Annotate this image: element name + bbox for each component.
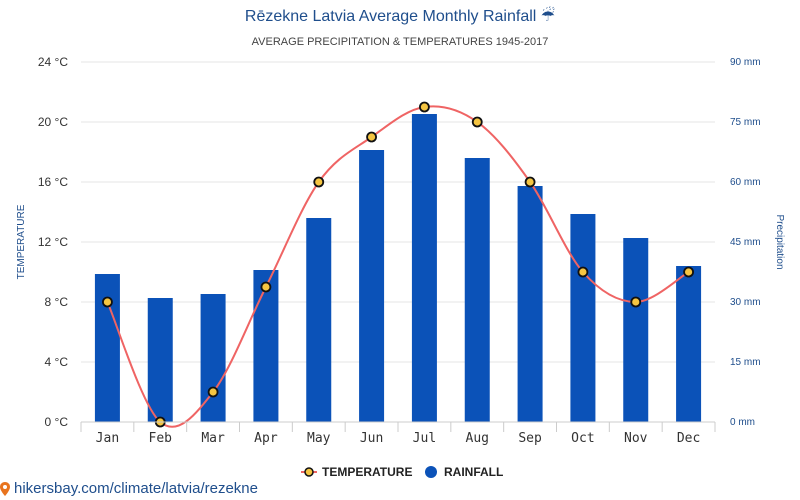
y2-tick-label: 45 mm xyxy=(730,237,761,248)
rainfall-bar xyxy=(94,274,120,422)
x-tick-label: May xyxy=(307,431,331,446)
x-tick-label: Oct xyxy=(571,431,594,446)
y2-tick-label: 90 mm xyxy=(730,57,761,68)
rainfall-bar xyxy=(147,298,173,422)
temperature-point xyxy=(207,386,219,398)
y-axis-label: TEMPERATURE xyxy=(16,204,27,279)
x-tick-label: Dec xyxy=(677,431,700,446)
x-tick-label: Apr xyxy=(254,431,278,446)
y-tick-label: 4 °C xyxy=(45,355,69,369)
temperature-legend-icon xyxy=(301,467,317,477)
rainfall-bar xyxy=(623,238,649,422)
grid-lines xyxy=(81,61,715,423)
temperature-line-layer xyxy=(102,101,694,428)
y-tick-label: 8 °C xyxy=(45,295,69,309)
temperature-point xyxy=(366,131,377,143)
y2-tick-label: 0 mm xyxy=(730,417,755,428)
rainfall-bar xyxy=(570,214,596,422)
legend-rainfall-label: RAINFALL xyxy=(444,465,504,479)
y2-tick-label: 75 mm xyxy=(730,117,761,128)
chart-legend: TEMPERATURE RAINFALL xyxy=(300,464,520,480)
temperature-point xyxy=(524,176,536,188)
rainfall-bar xyxy=(676,266,702,422)
y-tick-label: 12 °C xyxy=(38,235,68,249)
legend-temperature-label: TEMPERATURE xyxy=(322,465,413,479)
rainfall-bars xyxy=(94,114,702,422)
y-tick-label: 0 °C xyxy=(45,415,69,429)
rainfall-bar xyxy=(306,218,332,422)
axes: 0 °C 0 mm 4 °C 15 mm 8 °C 30 mm 12 °C 45 mm 16 °… xyxy=(38,55,761,446)
rainfall-bar xyxy=(464,158,490,422)
y-tick-label: 24 °C xyxy=(38,55,68,69)
temperature-point xyxy=(260,281,272,293)
x-tick-label: Nov xyxy=(624,431,648,446)
temperature-point xyxy=(102,296,113,308)
x-tick-label: Jul xyxy=(413,431,436,446)
rainfall-bar xyxy=(359,150,385,422)
chart-subtitle: AVERAGE PRECIPITATION & TEMPERATURES 194… xyxy=(251,36,549,48)
x-tick-label: Jan xyxy=(96,431,119,446)
source-link[interactable]: hikersbay.com/climate/latvia/rezekne xyxy=(14,480,258,497)
temperature-point xyxy=(630,296,642,308)
x-tick-label: Jun xyxy=(360,431,383,446)
temperature-point xyxy=(419,101,430,113)
y-tick-label: 16 °C xyxy=(38,175,68,189)
y2-axis-label: Precipitation xyxy=(774,214,785,269)
y2-tick-label: 30 mm xyxy=(730,297,761,308)
x-tick-label: Feb xyxy=(149,431,173,446)
y-tick-label: 20 °C xyxy=(38,115,68,129)
chart-title: Rēzekne Latvia Average Monthly Rainfall … xyxy=(244,8,556,25)
rainfall-bar xyxy=(253,270,279,422)
x-tick-label: Mar xyxy=(201,431,225,446)
temperature-point xyxy=(683,266,694,278)
y2-tick-label: 15 mm xyxy=(730,357,761,368)
x-tick-label: Aug xyxy=(466,431,489,446)
location-pin-icon xyxy=(0,482,10,496)
temperature-point xyxy=(471,116,483,128)
temperature-line xyxy=(106,105,690,428)
rainfall-legend-icon xyxy=(425,466,437,478)
rainfall-bar xyxy=(411,114,437,422)
x-tick-label: Sep xyxy=(518,431,542,446)
temperature-point xyxy=(577,266,589,278)
y2-tick-label: 60 mm xyxy=(730,177,761,188)
temperature-point xyxy=(313,176,325,188)
rainfall-bar xyxy=(200,294,226,422)
rainfall-bar xyxy=(517,186,543,422)
